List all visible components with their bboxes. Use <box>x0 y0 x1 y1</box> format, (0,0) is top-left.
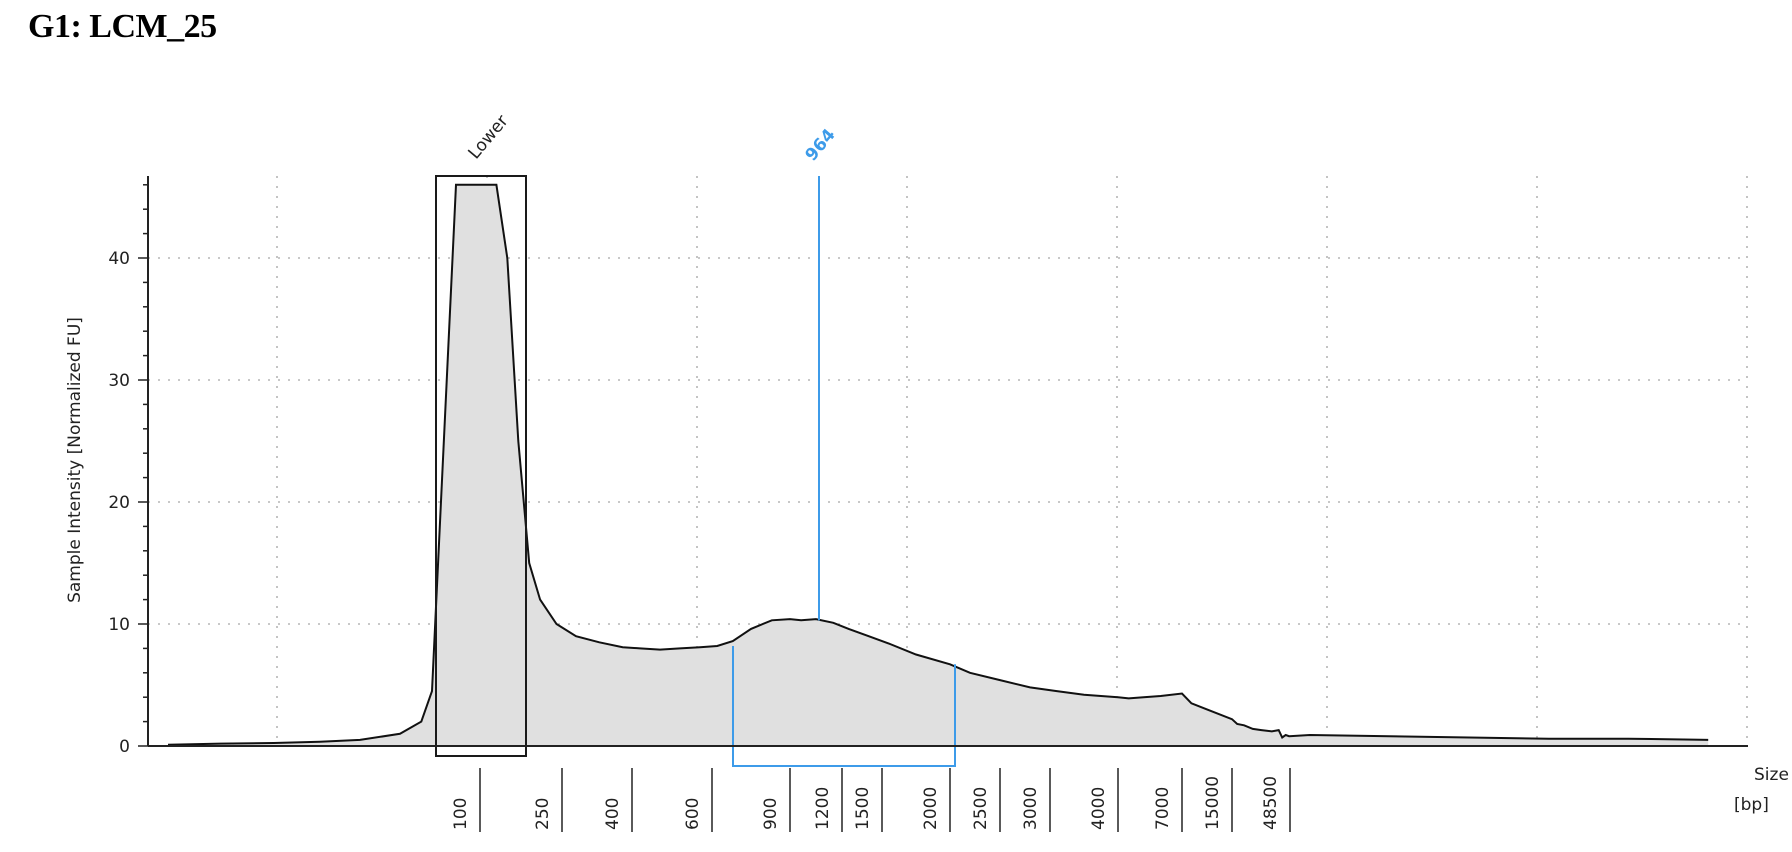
ladder-label: 7000 <box>1153 787 1173 830</box>
ladder-label: 3000 <box>1021 787 1041 830</box>
trace-line <box>167 183 1709 746</box>
y-tick-label: 40 <box>108 249 130 269</box>
y-tick-label: 0 <box>119 737 130 757</box>
x-axis-label-size: Size <box>1754 765 1789 785</box>
axes <box>147 176 1748 747</box>
ladder-label: 250 <box>533 798 553 830</box>
ladder-label: 600 <box>683 798 703 830</box>
y-tick-label: 10 <box>108 615 130 635</box>
y-ticks: 0 10 20 30 40 <box>108 184 148 757</box>
peak-label: 964 <box>802 125 840 165</box>
ladder-label: 15000 <box>1203 776 1223 830</box>
trace-area <box>168 184 1709 747</box>
grid-lines <box>148 176 1748 746</box>
lower-marker-box <box>435 175 527 757</box>
ladder-label: 400 <box>603 798 623 830</box>
ladder-label: 4000 <box>1089 787 1109 830</box>
ladder-label: 48500 <box>1261 776 1281 830</box>
ladder-ticks: 100 250 400 600 900 1200 1500 2000 2500 3000 4000 7… <box>451 768 1291 832</box>
ladder-label: 100 <box>451 798 471 830</box>
y-tick-label: 30 <box>108 371 130 391</box>
ladder-label: 1200 <box>813 787 833 830</box>
x-axis-label-unit: [bp] <box>1734 795 1769 815</box>
ladder-label: 2500 <box>971 787 991 830</box>
region-bracket <box>732 645 956 767</box>
ladder-label: 2000 <box>921 787 941 830</box>
lower-marker-label: Lower <box>465 111 513 163</box>
sample-title: G1: LCM_25 <box>28 8 217 45</box>
ladder-label: 900 <box>761 798 781 830</box>
y-tick-label: 20 <box>108 493 130 513</box>
y-axis-label: Sample Intensity [Normalized FU] <box>65 317 85 603</box>
ladder-label: 1500 <box>853 787 873 830</box>
